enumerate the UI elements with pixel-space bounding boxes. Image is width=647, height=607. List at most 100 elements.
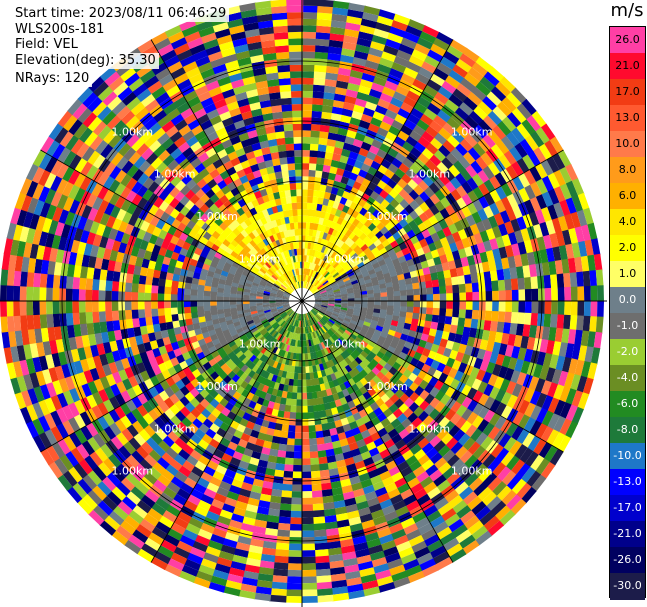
velocity-gate — [439, 394, 451, 406]
velocity-gate — [395, 85, 411, 97]
velocity-gate — [535, 263, 544, 278]
velocity-gate — [278, 341, 284, 349]
velocity-gate — [319, 309, 326, 315]
velocity-gate — [470, 244, 480, 256]
velocity-gate — [530, 181, 543, 198]
velocity-gate — [375, 255, 385, 263]
velocity-gate — [311, 503, 324, 511]
velocity-gate — [359, 216, 369, 225]
velocity-gate — [466, 336, 476, 348]
velocity-gate — [326, 309, 334, 313]
velocity-gate — [418, 339, 427, 349]
velocity-gate — [363, 5, 382, 16]
velocity-gate — [285, 589, 302, 597]
velocity-gate — [179, 505, 195, 518]
velocity-gate — [345, 89, 359, 99]
velocity-gate — [583, 301, 591, 318]
velocity-gate — [289, 523, 302, 531]
velocity-gate — [564, 213, 575, 231]
velocity-gate — [421, 564, 440, 578]
velocity-gate — [597, 301, 604, 318]
velocity-gate — [20, 270, 28, 287]
velocity-gate — [460, 168, 473, 182]
velocity-gate — [125, 281, 133, 293]
velocity-gate — [382, 115, 396, 126]
velocity-gate — [461, 540, 480, 555]
velocity-gate — [510, 278, 519, 291]
velocity-gate — [302, 0, 319, 6]
velocity-gate — [364, 101, 379, 112]
velocity-gate — [315, 297, 322, 300]
velocity-gate — [124, 300, 132, 311]
velocity-gate — [280, 342, 286, 350]
velocity-gate — [310, 277, 314, 284]
velocity-gate — [325, 311, 332, 316]
velocity-gate — [454, 416, 467, 430]
velocity-gate — [376, 243, 385, 252]
velocity-gate — [304, 359, 309, 367]
velocity-gate — [381, 354, 391, 364]
velocity-gate — [565, 343, 575, 360]
velocity-gate — [498, 343, 508, 357]
velocity-gate — [308, 176, 316, 184]
velocity-gate — [315, 568, 331, 577]
velocity-gate — [400, 261, 409, 269]
velocity-gate — [344, 163, 355, 173]
velocity-gate — [164, 314, 173, 323]
velocity-gate — [354, 237, 363, 246]
velocity-gate — [328, 277, 336, 284]
velocity-gate — [92, 310, 100, 323]
velocity-gate — [278, 437, 288, 445]
velocity-gate — [546, 247, 555, 263]
velocity-gate — [302, 110, 313, 118]
velocity-gate — [412, 306, 420, 314]
velocity-gate — [305, 320, 308, 327]
velocity-gate — [360, 350, 369, 359]
velocity-gate — [342, 277, 351, 283]
velocity-gate — [336, 217, 345, 226]
velocity-gate — [484, 281, 493, 293]
velocity-gate — [327, 172, 337, 181]
velocity-gate — [589, 270, 598, 287]
velocity-gate — [340, 417, 350, 426]
velocity-gate — [429, 193, 441, 206]
velocity-gate — [164, 300, 171, 309]
velocity-gate — [432, 474, 447, 488]
velocity-gate — [338, 284, 346, 289]
velocity-gate — [373, 437, 385, 448]
velocity-gate — [274, 542, 290, 551]
velocity-gate — [376, 15, 395, 27]
velocity-gate — [518, 301, 526, 314]
velocity-gate — [340, 242, 348, 251]
velocity-gate — [301, 353, 306, 361]
velocity-gate — [508, 232, 518, 246]
velocity-gate — [469, 428, 483, 443]
velocity-gate — [91, 289, 99, 301]
velocity-gate — [551, 217, 563, 234]
velocity-gate — [355, 554, 372, 565]
velocity-gate — [409, 163, 422, 175]
velocity-gate — [321, 303, 329, 306]
velocity-gate — [287, 556, 302, 564]
velocity-gate — [483, 115, 498, 131]
velocity-gate — [289, 405, 297, 413]
velocity-gate — [321, 269, 327, 276]
velocity-gate — [105, 279, 113, 291]
velocity-gate — [499, 419, 513, 435]
velocity-gate — [183, 558, 201, 571]
velocity-gate — [302, 130, 312, 138]
velocity-gate — [303, 274, 305, 282]
velocity-gate — [496, 269, 505, 282]
velocity-gate — [488, 386, 500, 401]
velocity-gate — [92, 278, 100, 291]
velocity-gate — [348, 249, 356, 258]
velocity-gate — [276, 450, 287, 458]
velocity-gate — [403, 272, 412, 280]
velocity-gate — [405, 168, 417, 180]
velocity-gate — [178, 534, 196, 547]
velocity-gate — [557, 370, 569, 388]
velocity-gate — [526, 225, 537, 241]
velocity-gate — [334, 331, 341, 339]
velocity-gate — [435, 526, 453, 541]
velocity-gate — [275, 340, 282, 348]
